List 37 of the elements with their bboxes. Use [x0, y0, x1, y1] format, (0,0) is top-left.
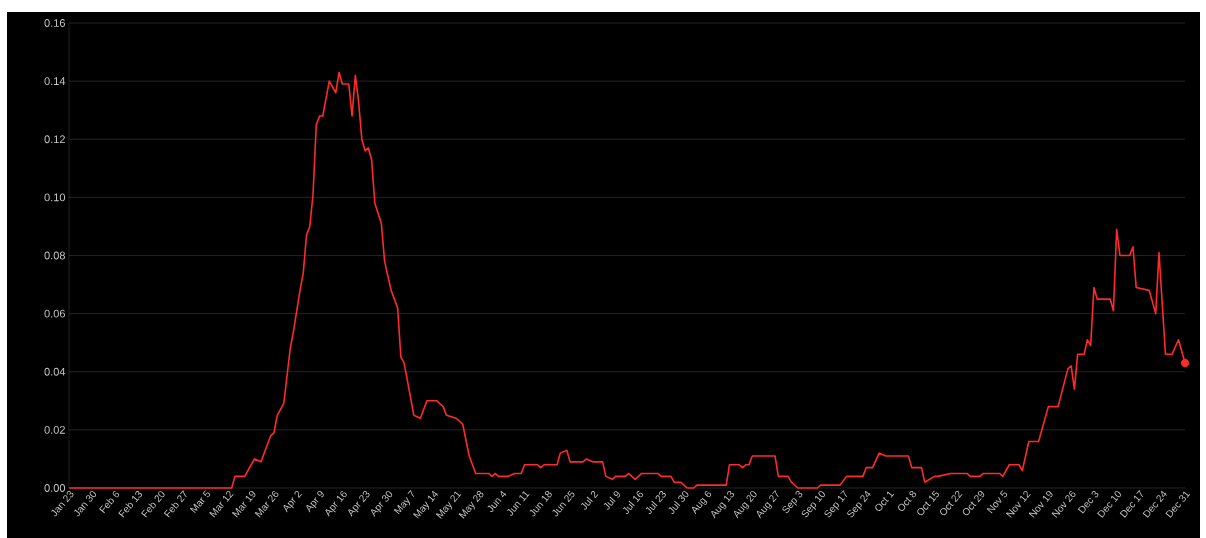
y-tick-label: 0.08 — [44, 251, 65, 260]
y-tick-label: 0.04 — [44, 367, 66, 376]
y-tick-label: 0.02 — [44, 425, 65, 434]
x-tick-label: Jan 30 — [73, 491, 97, 517]
x-tick-label: Jun 11 — [507, 491, 530, 516]
y-tick-label: 0.12 — [44, 135, 65, 144]
x-tick-label: Oct 8 — [898, 490, 917, 511]
y-tick-label: 0.14 — [44, 77, 66, 86]
x-tick-label: Jul 2 — [580, 491, 599, 510]
x-tick-label: Jul 30 — [668, 491, 689, 514]
x-tick-label: Sep 17 — [824, 490, 848, 518]
x-tick-label: Feb 20 — [141, 491, 165, 518]
x-tick-label: Oct 22 — [940, 490, 963, 516]
x-tick-label: Apr 30 — [370, 491, 393, 517]
x-tick-label: Jun 18 — [529, 490, 552, 517]
x-tick-label: Oct 15 — [917, 490, 939, 516]
x-tick-label: Jun 25 — [552, 490, 575, 517]
x-tick-label: Jul 9 — [603, 491, 621, 510]
y-tick-label: 0.06 — [44, 309, 65, 318]
y-tick-label: 0.00 — [44, 484, 66, 492]
y-tick-label: 0.10 — [44, 193, 66, 202]
x-tick-label: Apr 23 — [348, 490, 370, 517]
x-tick-label: Apr 9 — [306, 491, 324, 513]
x-tick-label: Jul 16 — [622, 491, 644, 514]
x-tick-label: Sep 24 — [847, 490, 871, 518]
x-tick-label: Oct 29 — [962, 491, 985, 516]
x-tick-label: Apr 16 — [325, 490, 347, 517]
x-tick-label: Oct 1 — [875, 491, 895, 511]
y-tick-label: 0.16 — [44, 19, 65, 27]
x-tick-label: Aug 13 — [711, 490, 734, 519]
x-tick-label: Jul 23 — [645, 491, 666, 514]
x-tick-label: Apr 2 — [283, 490, 302, 513]
x-tick-label: Mar 5 — [189, 490, 210, 514]
x-tick-label: Aug 6 — [691, 490, 712, 515]
x-tick-label: Jun 4 — [487, 490, 507, 512]
x-tick-label: Aug 27 — [756, 490, 779, 519]
x-tick-label: Sep 10 — [801, 491, 825, 518]
